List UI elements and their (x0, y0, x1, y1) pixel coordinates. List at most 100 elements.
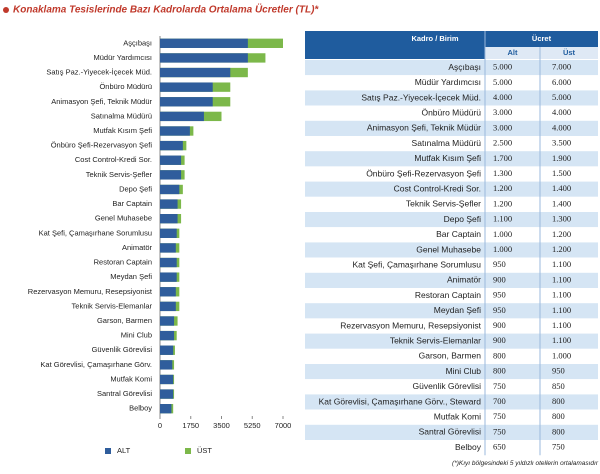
table-cell: 1.000 (493, 229, 512, 239)
y-tick-label: Depo Şefi (119, 184, 152, 193)
bar (160, 97, 213, 107)
table-cell: 1.200 (552, 229, 571, 239)
table-row (305, 242, 598, 258)
table-subheader-bg (485, 47, 598, 59)
y-tick-label: Garson, Barmen (97, 316, 152, 325)
bar (160, 272, 177, 282)
chart-title: Konaklama Tesislerinde Bazı Kadrolarda O… (13, 3, 319, 16)
table-row (305, 105, 598, 121)
table-cell: 1.100 (552, 290, 571, 300)
legend-swatch (185, 448, 191, 454)
table-cell: Animatör (447, 275, 481, 285)
table-cell: Garson, Barmen (419, 351, 482, 361)
table-cell: 5.000 (493, 77, 512, 87)
y-tick-label: Genel Muhasebe (95, 214, 152, 223)
table-subheader: Alt (508, 48, 519, 57)
table-cell: 1.100 (552, 335, 571, 345)
y-tick-label: Kat Şefi, Çamaşırhane Sorumlusu (39, 228, 152, 237)
legend-label: ÜST (197, 446, 212, 455)
table-cell: 750 (493, 381, 506, 391)
table-cell: Kat Görevlisi, Çamaşırhane Görv., Stewar… (319, 396, 482, 406)
table-cell: Güvenlik Görevlisi (413, 381, 482, 391)
table-row (305, 348, 598, 364)
table-cell: 1.700 (493, 153, 512, 163)
x-tick-label: 7000 (275, 421, 292, 430)
table-cell: Teknik Servis-Elemanlar (390, 335, 481, 345)
table-cell: 1.100 (552, 274, 571, 284)
y-tick-label: Mini Club (121, 331, 152, 340)
table-row (305, 60, 598, 76)
bar (160, 389, 174, 399)
table-cell: 1.200 (493, 183, 512, 193)
bar (160, 140, 183, 151)
y-tick-label: Teknik Servis-Elemanlar (72, 301, 153, 310)
title-bullet (3, 7, 9, 13)
table-row (305, 257, 598, 273)
table-row (305, 409, 598, 425)
x-tick-label: 1750 (182, 421, 199, 430)
table-row (305, 196, 598, 212)
bar (160, 257, 177, 268)
table-row (305, 394, 598, 410)
table-cell: 750 (552, 442, 565, 452)
table-cell: 900 (493, 274, 506, 284)
table-cell: Restoran Captain (415, 290, 481, 300)
table-cell: 1.300 (493, 168, 512, 178)
y-tick-label: Restoran Captain (94, 258, 152, 267)
table-cell: 4.000 (493, 92, 512, 102)
table-cell: 2.500 (493, 138, 512, 148)
table-cell: 750 (493, 426, 506, 436)
y-tick-label: Meydan Şefi (110, 272, 152, 281)
table-cell: Aşçıbaşı (448, 62, 481, 72)
table-row (305, 166, 598, 182)
table-cell: 700 (493, 396, 506, 406)
bar (160, 404, 172, 414)
bar (160, 228, 177, 238)
table-row (305, 288, 598, 304)
y-tick-label: Belboy (129, 404, 152, 413)
table-cell: 950 (493, 259, 506, 269)
table-row (305, 303, 598, 319)
y-tick-label: Güvenlik Görevlisi (92, 345, 153, 354)
table-cell: Mini Club (446, 366, 482, 376)
table-cell: Belboy (455, 442, 482, 452)
table-row (305, 424, 598, 440)
bar (160, 38, 248, 48)
table-cell: Depo Şefi (444, 214, 481, 224)
table-cell: Kat Şefi, Çamaşırhane Sorumlusu (352, 259, 481, 269)
table-row (305, 318, 598, 334)
table-cell: 4.000 (552, 122, 571, 132)
table-cell: Meydan Şefi (434, 305, 481, 315)
table-cell: 1.400 (552, 198, 571, 208)
table-row (305, 120, 598, 136)
bar (160, 243, 176, 253)
bar (160, 82, 213, 92)
table-cell: 5.000 (552, 92, 571, 102)
table-row (305, 333, 598, 349)
table-cell: 800 (552, 411, 565, 421)
table-cell: Satınalma Müdürü (412, 138, 482, 148)
bar (160, 330, 175, 341)
bar (160, 301, 176, 312)
x-tick-label: 3500 (213, 421, 230, 430)
y-tick-label: Santral Görevlisi (97, 389, 152, 398)
table-cell: 800 (493, 350, 506, 360)
table-cell: Satış Paz.-Yiyecek-İçecek Müd. (361, 92, 481, 102)
table-cell: 1.200 (552, 244, 571, 254)
bar (160, 345, 174, 355)
y-tick-label: Önbüro Müdürü (99, 82, 152, 91)
table-cell: 750 (493, 411, 506, 421)
y-tick-label: Bar Captain (112, 199, 152, 208)
table-cell: 4.000 (552, 107, 571, 117)
bar (160, 360, 173, 370)
table-cell: 6.000 (552, 77, 571, 87)
y-tick-label: Teknik Servis-Şefler (86, 170, 153, 179)
table-cell: Mutfak Kısım Şefi (414, 153, 481, 163)
table-cell: 1.000 (552, 350, 571, 360)
table-row (305, 272, 598, 288)
table-row (305, 136, 598, 152)
table-cell: Bar Captain (436, 229, 481, 239)
y-tick-label: Mutfak Kısım Şefi (93, 126, 152, 135)
table-cell: 1.100 (552, 305, 571, 315)
table-cell: 800 (493, 366, 506, 376)
